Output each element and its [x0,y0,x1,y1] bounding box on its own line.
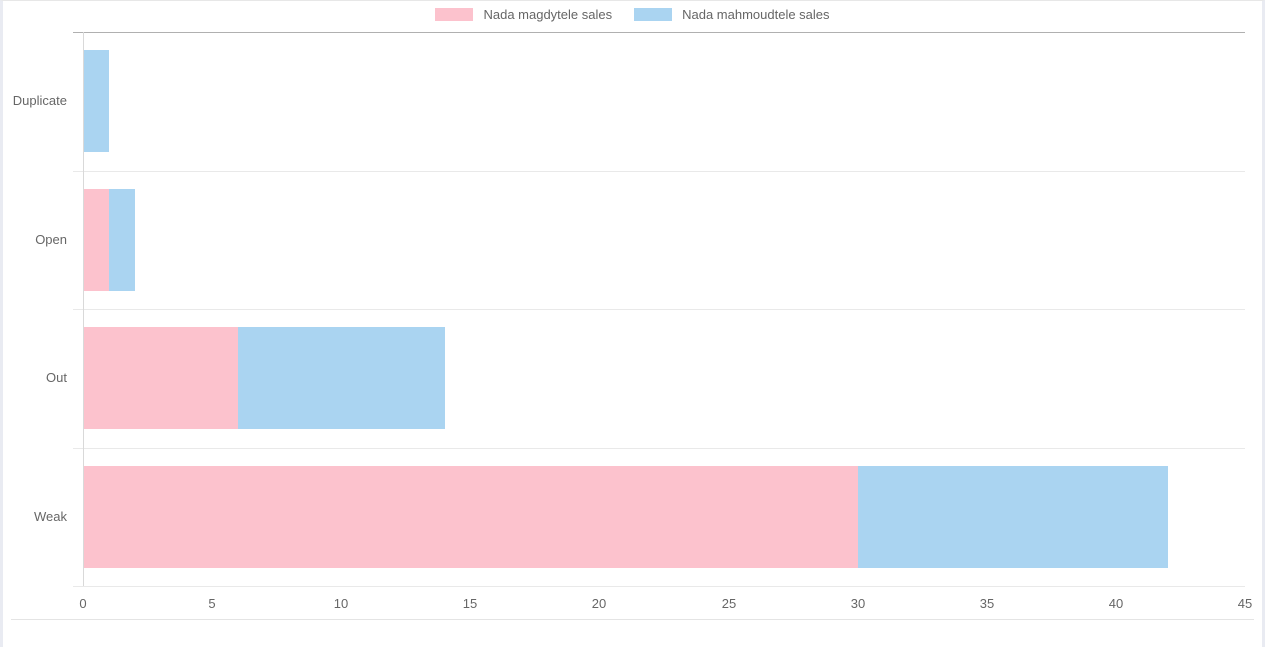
x-axis-tick-label-15: 15 [462,596,478,611]
bar-row-weak [83,466,1245,568]
bar-segment-nada-mahmoudtele-sales-open[interactable] [109,189,135,291]
x-axis-tick-label-45: 45 [1237,596,1253,611]
y-axis-label-weak: Weak [34,509,67,524]
stacked-bar-chart: Duplicate Open Out Weak 0 5 10 15 20 25 30 35 40 45 [3,1,1262,647]
y-axis-label-out: Out [46,370,67,385]
bar-segment-nada-mahmoudtele-sales-weak[interactable] [858,466,1168,568]
y-axis-label-open: Open [35,232,67,247]
bar-segment-nada-magdytele-sales-weak[interactable] [83,466,858,568]
plot-top-border [73,32,1245,33]
bar-row-open [83,189,1245,291]
bar-segment-nada-magdytele-sales-out[interactable] [83,327,238,429]
legend-label: Nada magdytele sales [483,7,613,22]
legend-swatch-blue [634,8,673,21]
band-divider [73,171,1245,172]
x-axis-tick-label-30: 30 [850,596,866,611]
band-divider [73,309,1245,310]
x-axis-tick-label-0: 0 [79,596,87,611]
x-axis-tick-label-25: 25 [721,596,737,611]
legend-item-magdytele-sales[interactable]: Nada magdytele sales [435,7,612,22]
bar-segment-nada-mahmoudtele-sales-out[interactable] [238,327,445,429]
x-axis-tick-label-10: 10 [333,596,349,611]
x-axis-tick-label-20: 20 [591,596,607,611]
chart-legend: Nada magdytele sales Nada mahmoudtele sa… [3,7,1262,22]
x-axis-line [73,586,1245,587]
footer-divider [11,619,1254,620]
legend-item-mahmoudtele-sales[interactable]: Nada mahmoudtele sales [634,7,830,22]
band-divider [73,448,1245,449]
x-axis-tick-label-40: 40 [1108,596,1124,611]
bar-segment-nada-mahmoudtele-sales-duplicate[interactable] [83,50,109,152]
bar-row-out [83,327,1245,429]
x-axis-tick-label-35: 35 [979,596,995,611]
bar-segment-nada-magdytele-sales-open[interactable] [83,189,109,291]
legend-label: Nada mahmoudtele sales [682,7,830,22]
x-axis-tick-label-5: 5 [208,596,216,611]
legend-swatch-pink [435,8,474,21]
y-axis-line [83,32,84,586]
y-axis-label-duplicate: Duplicate [12,93,67,108]
bar-row-duplicate [83,50,1245,152]
